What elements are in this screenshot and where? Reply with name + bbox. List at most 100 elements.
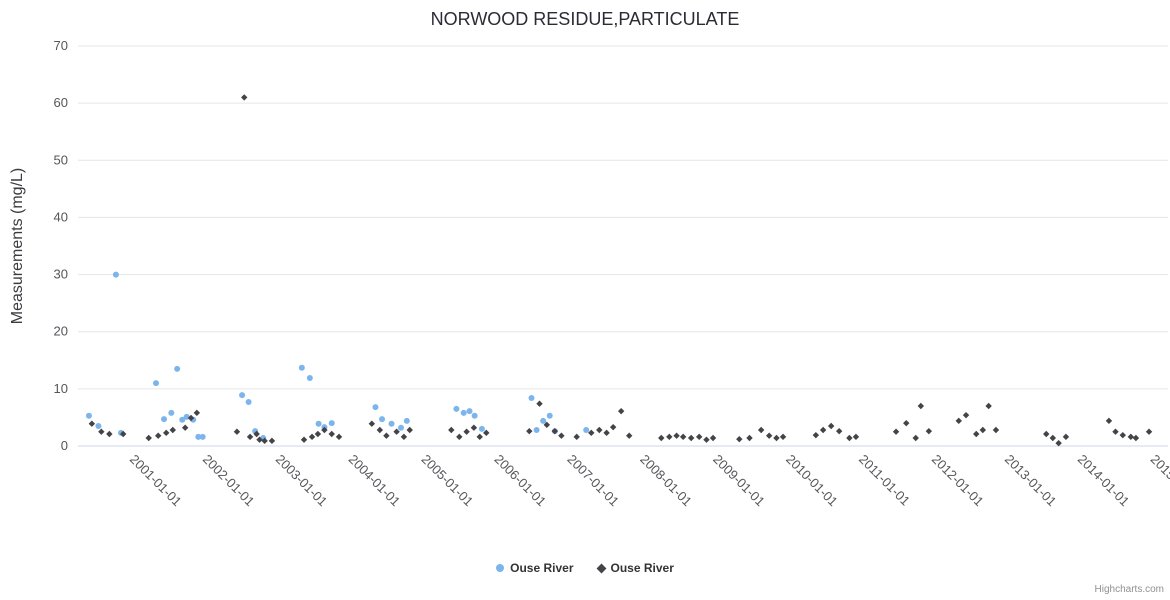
data-point[interactable] [819, 426, 827, 434]
data-point[interactable] [812, 431, 820, 439]
data-point[interactable] [193, 409, 201, 417]
data-point[interactable] [1062, 433, 1070, 441]
data-point[interactable] [583, 427, 590, 433]
data-point[interactable] [335, 433, 343, 441]
data-point[interactable] [695, 433, 703, 441]
data-point[interactable] [773, 434, 780, 442]
credits-link[interactable]: Highcharts.com [1094, 584, 1164, 595]
data-point[interactable] [298, 364, 305, 371]
data-point[interactable] [253, 430, 260, 438]
data-point[interactable] [470, 424, 478, 431]
data-point[interactable] [456, 433, 463, 441]
data-point[interactable] [376, 426, 384, 434]
data-point[interactable] [403, 417, 410, 424]
data-point[interactable] [328, 430, 335, 438]
data-point[interactable] [179, 416, 186, 423]
data-point[interactable] [112, 271, 119, 278]
data-point[interactable] [703, 436, 710, 443]
data-point[interactable] [388, 420, 395, 427]
data-point[interactable] [187, 414, 195, 422]
data-point[interactable] [314, 430, 322, 438]
data-point[interactable] [400, 433, 408, 441]
data-point[interactable] [573, 433, 580, 441]
data-point[interactable] [779, 433, 787, 441]
legend-item[interactable]: Ouse River [596, 561, 674, 575]
data-point[interactable] [300, 436, 308, 443]
data-point[interactable] [846, 434, 853, 442]
data-point[interactable] [892, 428, 900, 435]
data-point[interactable] [483, 429, 490, 437]
data-point[interactable] [195, 433, 202, 440]
data-point[interactable] [962, 411, 970, 419]
data-point[interactable] [985, 402, 992, 410]
data-point[interactable] [588, 429, 595, 437]
data-point[interactable] [973, 430, 980, 438]
data-point[interactable] [306, 375, 313, 381]
data-point[interactable] [161, 416, 168, 423]
data-point[interactable] [181, 424, 189, 431]
data-point[interactable] [168, 409, 175, 416]
data-point[interactable] [163, 429, 170, 437]
data-point[interactable] [679, 433, 687, 441]
data-point[interactable] [617, 407, 625, 415]
data-point[interactable] [98, 428, 105, 435]
data-point[interactable] [463, 428, 470, 435]
data-point[interactable] [625, 432, 633, 439]
data-point[interactable] [955, 417, 962, 425]
data-point[interactable] [596, 426, 603, 434]
data-point[interactable] [169, 426, 176, 434]
data-point[interactable] [261, 437, 268, 445]
data-point[interactable] [393, 428, 400, 435]
data-point[interactable] [85, 412, 92, 419]
data-point[interactable] [155, 432, 162, 439]
data-point[interactable] [765, 432, 773, 439]
data-point[interactable] [603, 429, 610, 437]
data-point[interactable] [666, 433, 673, 441]
data-point[interactable] [917, 402, 925, 410]
data-point[interactable] [925, 427, 933, 435]
data-point[interactable] [471, 412, 478, 419]
data-point[interactable] [673, 432, 680, 439]
data-point[interactable] [746, 434, 753, 442]
data-point[interactable] [558, 432, 565, 439]
data-point[interactable] [979, 426, 987, 434]
data-point[interactable] [528, 395, 535, 401]
data-point[interactable] [308, 433, 316, 441]
data-point[interactable] [1055, 439, 1062, 447]
data-point[interactable] [736, 435, 743, 443]
data-point[interactable] [852, 433, 860, 441]
data-point[interactable] [120, 430, 127, 438]
data-point[interactable] [245, 399, 252, 405]
data-point[interactable] [912, 434, 919, 442]
data-point[interactable] [903, 419, 910, 427]
data-point[interactable] [448, 426, 455, 434]
data-point[interactable] [383, 432, 390, 439]
data-point[interactable] [145, 434, 152, 442]
data-point[interactable] [543, 421, 551, 429]
data-point[interactable] [328, 420, 335, 427]
data-point[interactable] [466, 408, 473, 415]
data-point[interactable] [241, 94, 248, 101]
legend-item[interactable]: Ouse River [496, 561, 574, 575]
data-point[interactable] [106, 430, 113, 438]
data-point[interactable] [533, 427, 540, 433]
data-point[interactable] [397, 424, 404, 431]
data-point[interactable] [88, 420, 96, 427]
data-point[interactable] [1049, 434, 1057, 442]
data-point[interactable] [153, 380, 160, 387]
data-point[interactable] [546, 412, 553, 419]
data-point[interactable] [256, 436, 263, 443]
data-point[interactable] [757, 426, 765, 434]
data-point[interactable] [687, 434, 695, 442]
data-point[interactable] [1127, 433, 1135, 441]
data-point[interactable] [368, 420, 376, 427]
data-point[interactable] [1112, 428, 1119, 435]
data-point[interactable] [453, 405, 460, 412]
data-point[interactable] [551, 427, 559, 435]
data-point[interactable] [268, 437, 276, 445]
data-point[interactable] [658, 434, 665, 442]
data-point[interactable] [183, 413, 190, 420]
data-point[interactable] [321, 426, 328, 434]
data-point[interactable] [174, 365, 181, 372]
data-point[interactable] [478, 425, 485, 432]
